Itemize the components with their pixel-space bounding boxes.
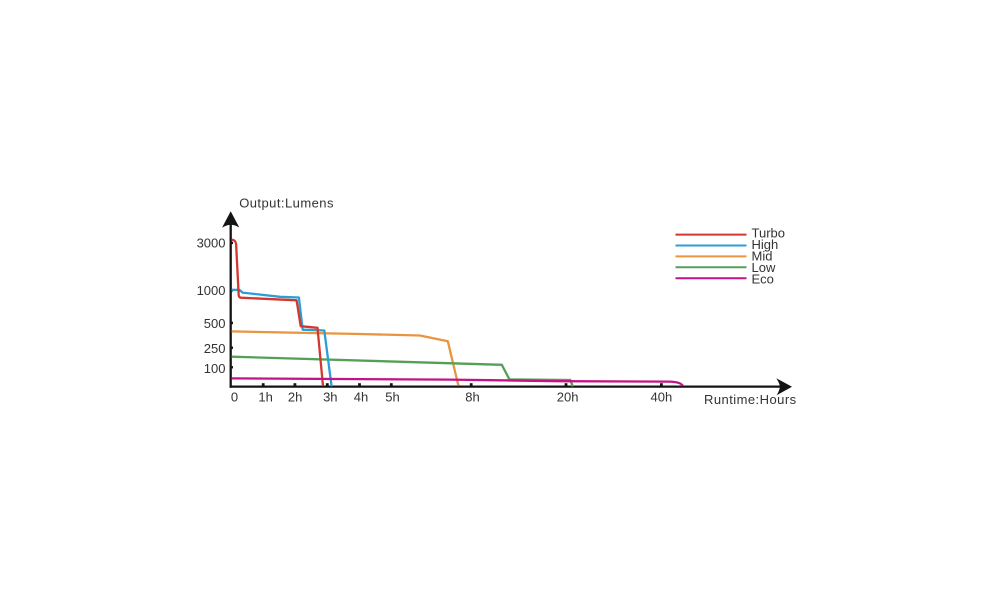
- svg-text:3h: 3h: [323, 390, 337, 405]
- svg-text:100: 100: [204, 361, 226, 376]
- svg-text:1h: 1h: [258, 390, 272, 405]
- svg-text:Output:Lumens: Output:Lumens: [239, 196, 334, 211]
- svg-text:1000: 1000: [197, 283, 226, 298]
- svg-text:4h: 4h: [354, 390, 368, 405]
- svg-text:0: 0: [231, 390, 238, 405]
- svg-text:Turbo: Turbo: [752, 226, 785, 241]
- svg-text:500: 500: [204, 316, 226, 331]
- svg-text:3000: 3000: [197, 236, 226, 251]
- svg-text:Mid: Mid: [752, 248, 773, 263]
- svg-text:Low: Low: [752, 260, 776, 275]
- svg-text:8h: 8h: [465, 390, 479, 405]
- svg-text:2h: 2h: [288, 390, 302, 405]
- svg-text:High: High: [752, 237, 779, 252]
- svg-text:5h: 5h: [385, 390, 399, 405]
- svg-text:20h: 20h: [557, 390, 579, 405]
- svg-text:Eco: Eco: [752, 272, 774, 287]
- svg-text:Runtime:Hours: Runtime:Hours: [704, 392, 797, 407]
- svg-text:250: 250: [204, 341, 226, 356]
- svg-text:40h: 40h: [651, 390, 673, 405]
